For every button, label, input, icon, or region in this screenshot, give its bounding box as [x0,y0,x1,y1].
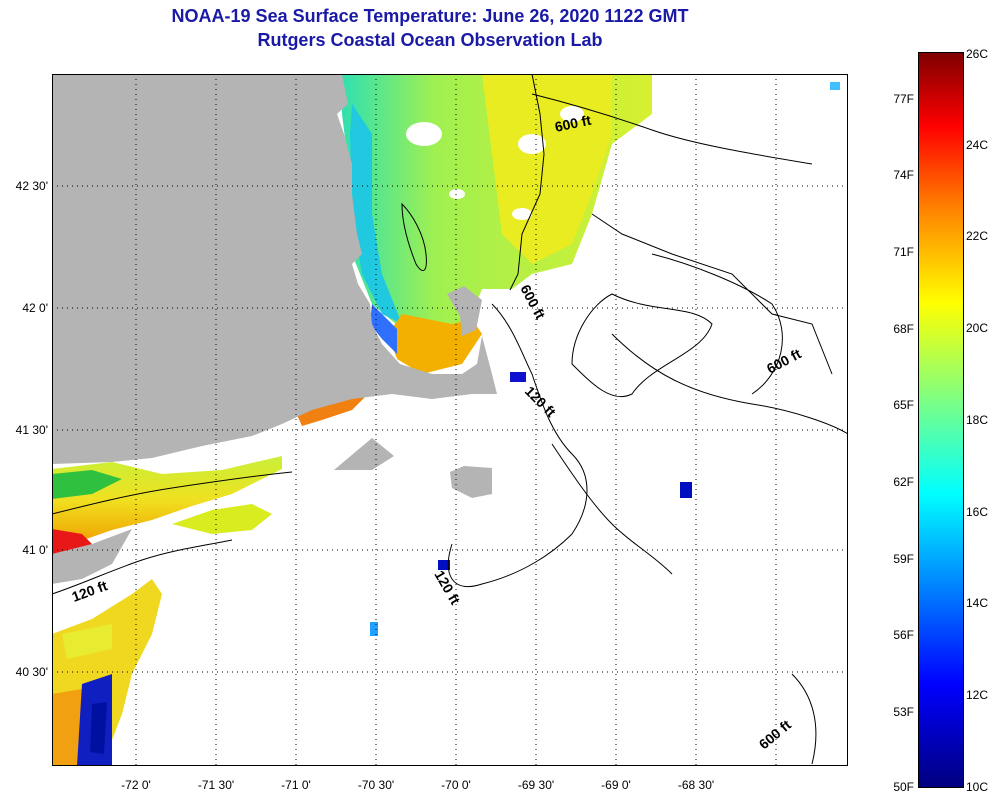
colorbar-celsius-label: 12C [966,688,989,702]
colorbar-fahrenheit-label: 59F [893,552,914,566]
colorbar-fahrenheit-label: 62F [893,475,914,489]
colorbar-fahrenheit-label: 56F [893,628,914,642]
sst-cold-features [370,82,840,636]
depth-label: 120 ft [522,383,559,420]
land-mass [52,74,497,584]
colorbar-fahrenheit-label: 68F [893,322,914,336]
depth-label: 120 ft [70,577,110,605]
colorbar-celsius-label: 24C [966,138,989,152]
latitude-label: 42 0' [22,301,48,315]
longitude-label: -72 0' [121,778,151,792]
colorbar-celsius-label: 16C [966,505,989,519]
depth-label: 600 ft [553,112,592,135]
longitude-label: -68 30' [677,778,715,792]
colorbar-celsius-label: 18C [966,413,989,427]
colorbar-fahrenheit-label: 71F [893,245,914,259]
graticule [52,74,848,766]
colorbar-celsius-label: 20C [966,321,989,335]
colorbar-fahrenheit-label: 65F [893,398,914,412]
colorbar-fahrenheit-label: 50F [893,780,914,794]
longitude-label: -70 0' [441,778,471,792]
map-title: NOAA-19 Sea Surface Temperature: June 26… [171,6,689,26]
longitude-label: -69 0' [601,778,631,792]
longitude-label: -71 30' [197,778,235,792]
latitude-label: 42 30' [15,179,48,193]
depth-label: 600 ft [764,345,804,376]
longitude-label: -71 0' [281,778,311,792]
sst-cape-cod-bay [370,304,482,374]
latitude-label: 40 30' [15,665,48,679]
longitude-label: -70 30' [357,778,395,792]
colorbar-fahrenheit-label: 74F [893,168,914,182]
contour-lines [52,74,848,765]
sst-map: 600 ft 600 ft 600 ft 600 ft 120 ft 120 f… [52,74,848,766]
sst-gulf-of-maine [342,74,652,329]
colorbar-celsius-label: 26C [966,47,989,61]
depth-label: 120 ft [431,568,463,608]
colorbar-celsius-label: 22C [966,229,989,243]
colorbar-celsius-label: 10C [966,780,989,794]
latitude-label: 41 0' [22,543,48,557]
depth-label: 600 ft [517,282,548,322]
longitude-label: -69 30' [517,778,555,792]
colorbar-celsius-label: 14C [966,596,989,610]
temperature-colorbar [918,52,964,788]
map-subtitle: Rutgers Coastal Ocean Observation Lab [257,30,603,50]
latitude-label: 41 30' [15,423,48,437]
colorbar-fahrenheit-label: 53F [893,705,914,719]
colorbar-fahrenheit-label: 77F [893,92,914,106]
depth-label: 600 ft [756,716,795,752]
